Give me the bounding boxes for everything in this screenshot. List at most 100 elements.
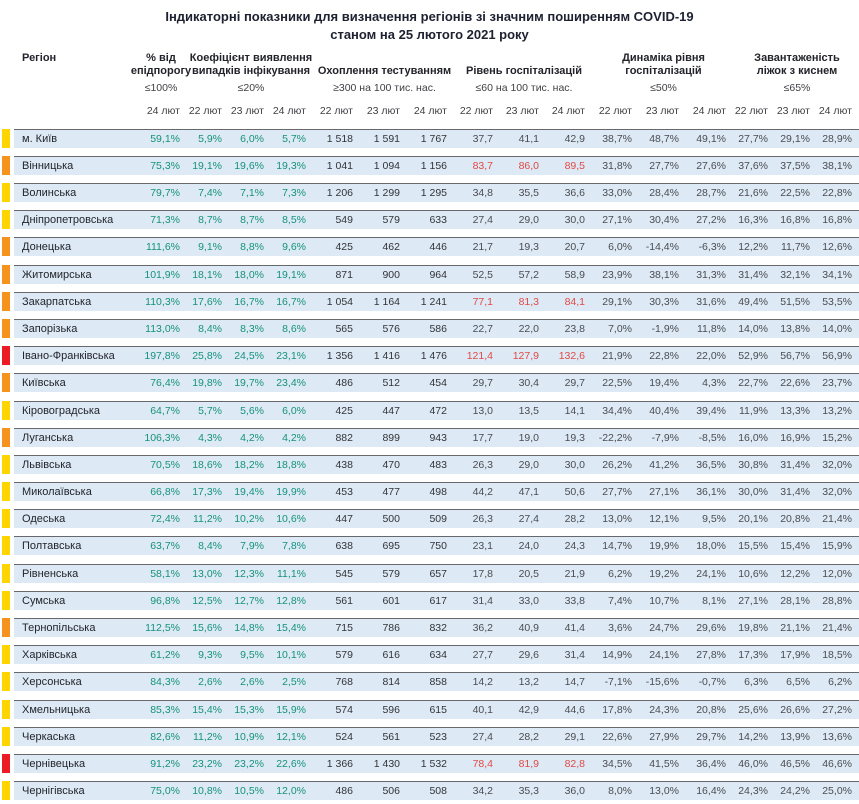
oxygen-beds-value: 6,3%	[744, 676, 768, 689]
region-name: Херсонська	[22, 676, 82, 689]
testing-value: 500	[382, 513, 400, 526]
table-header: Регіон % від епідпорогу Коефіцієнт виявл…	[0, 52, 859, 120]
dynamics-value: 10,7%	[649, 594, 679, 607]
hospitalization-value: 29,1	[564, 730, 585, 743]
detection-value: 10,1%	[276, 649, 306, 662]
dynamics-value: 41,5%	[649, 757, 679, 770]
oxygen-beds-value: 6,2%	[828, 676, 852, 689]
epidemic-threshold-value: 75,0%	[150, 785, 180, 798]
dynamics-value: -15,6%	[645, 676, 679, 689]
dynamics-value: 27,8%	[696, 649, 726, 662]
oxygen-beds-value: 24,2%	[780, 785, 810, 798]
status-marker-yellow	[2, 726, 10, 746]
epidemic-threshold-value: 61,2%	[150, 649, 180, 662]
hospitalization-value: 27,4	[518, 513, 539, 526]
status-marker-yellow	[2, 563, 10, 583]
detection-value: 2,6%	[240, 676, 264, 689]
detection-value: 11,1%	[277, 567, 306, 580]
oxygen-beds-value: 25,0%	[822, 785, 852, 798]
hospitalization-value: 19,3	[518, 241, 539, 254]
dynamics-value: -14,4%	[645, 241, 679, 254]
hospitalization-value: 29,0	[518, 458, 539, 471]
hospitalization-value: 29,7	[564, 377, 585, 390]
oxygen-beds-value: 21,1%	[780, 622, 810, 635]
oxygen-beds-value: 30,0%	[738, 486, 768, 499]
dynamics-value: 27,9%	[649, 730, 679, 743]
hospitalization-value: 20,5	[518, 567, 539, 580]
table-row: Полтавська 63,7% 8,4% 7,9% 7,8% 638 695 750 23,1…	[0, 536, 859, 556]
region-name: Запорізька	[22, 322, 78, 335]
hospitalization-value: 30,0	[564, 214, 585, 227]
dynamics-value: 11,8%	[697, 322, 726, 335]
detection-value: 8,7%	[198, 214, 222, 227]
oxygen-beds-value: 14,0%	[738, 322, 768, 335]
oxygen-beds-value: 13,6%	[822, 730, 852, 743]
dynamics-value: 49,1%	[696, 132, 726, 145]
region-name: Львівська	[22, 458, 72, 471]
testing-value: 1 476	[420, 350, 447, 363]
oxygen-beds-value: 32,0%	[822, 486, 852, 499]
hospitalization-value: 30,0	[564, 458, 585, 471]
row-band: Чернівецька 91,2% 23,2% 23,2% 22,6% 1 366 1 43…	[14, 753, 859, 773]
detection-value: 7,9%	[240, 540, 264, 553]
hospitalization-value: 21,9	[564, 567, 585, 580]
report-title: Індикаторні показники для визначення рег…	[0, 8, 859, 43]
testing-value: 943	[429, 431, 447, 444]
threshold-detection: ≤20%	[237, 82, 265, 95]
detection-value: 23,2%	[234, 757, 264, 770]
date-header: 23 лют	[645, 105, 679, 118]
hospitalization-value: 24,0	[518, 540, 539, 553]
detection-value: 12,7%	[234, 594, 264, 607]
row-marker-column	[0, 183, 14, 203]
oxygen-beds-value: 18,5%	[822, 649, 852, 662]
region-name: Івано-Франківська	[22, 350, 115, 363]
table-row: Херсонська 84,3% 2,6% 2,6% 2,5% 768 814 858 14,2…	[0, 672, 859, 692]
hospitalization-value: 58,9	[564, 268, 585, 281]
row-band: Вінницька 75,3% 19,1% 19,6% 19,3% 1 041 1 094 1…	[14, 155, 859, 175]
dynamics-value: 30,4%	[649, 214, 679, 227]
status-marker-yellow	[2, 128, 10, 148]
row-band: Тернопільська 112,5% 15,6% 14,8% 15,4% 715 786…	[14, 618, 859, 638]
oxygen-beds-value: 34,1%	[822, 268, 852, 281]
report-title-line-1: Індикаторні показники для визначення рег…	[165, 9, 694, 24]
row-band: Івано-Франківська 197,8% 25,8% 24,5% 23,1% 1 …	[14, 346, 859, 366]
dynamics-value: 6,2%	[608, 567, 632, 580]
hospitalization-value: 26,3	[472, 458, 493, 471]
row-marker-column	[0, 210, 14, 230]
oxygen-beds-value: 46,5%	[780, 757, 810, 770]
oxygen-beds-value: 32,0%	[822, 458, 852, 471]
detection-value: 15,6%	[192, 622, 222, 635]
detection-value: 19,1%	[192, 159, 222, 172]
region-name: Волинська	[22, 187, 77, 200]
dynamics-value: 27,7%	[649, 159, 679, 172]
dynamics-value: 22,0%	[696, 350, 726, 363]
testing-value: 634	[429, 649, 447, 662]
testing-value: 633	[429, 214, 447, 227]
dynamics-value: 29,1%	[602, 295, 632, 308]
detection-value: 9,6%	[282, 241, 306, 254]
row-band: Полтавська 63,7% 8,4% 7,9% 7,8% 638 695 750 23,1…	[14, 536, 859, 556]
testing-value: 425	[335, 241, 353, 254]
status-marker-yellow	[2, 645, 10, 665]
table-row: Закарпатська 110,3% 17,6% 16,7% 16,7% 1 054 1 …	[0, 291, 859, 311]
testing-value: 462	[382, 241, 400, 254]
testing-value: 579	[382, 214, 400, 227]
hospitalization-value: 23,1	[472, 540, 493, 553]
epidemic-threshold-value: 76,4%	[150, 377, 180, 390]
detection-value: 19,6%	[234, 159, 264, 172]
oxygen-beds-value: 20,1%	[738, 513, 768, 526]
hospitalization-value: 44,6	[564, 703, 585, 716]
status-marker-yellow	[2, 590, 10, 610]
status-marker-orange	[2, 427, 10, 447]
oxygen-beds-value: 15,5%	[738, 540, 768, 553]
detection-value: 12,1%	[276, 730, 306, 743]
hospitalization-value: 34,2	[472, 785, 493, 798]
row-band: Чернігівська 75,0% 10,8% 10,5% 12,0% 486 506 50…	[14, 781, 859, 801]
epidemic-threshold-value: 72,4%	[150, 513, 180, 526]
row-marker-column	[0, 645, 14, 665]
oxygen-beds-value: 20,8%	[780, 513, 810, 526]
hospitalization-value: 41,4	[564, 622, 585, 635]
testing-value: 486	[335, 785, 353, 798]
detection-value: 18,6%	[192, 458, 222, 471]
